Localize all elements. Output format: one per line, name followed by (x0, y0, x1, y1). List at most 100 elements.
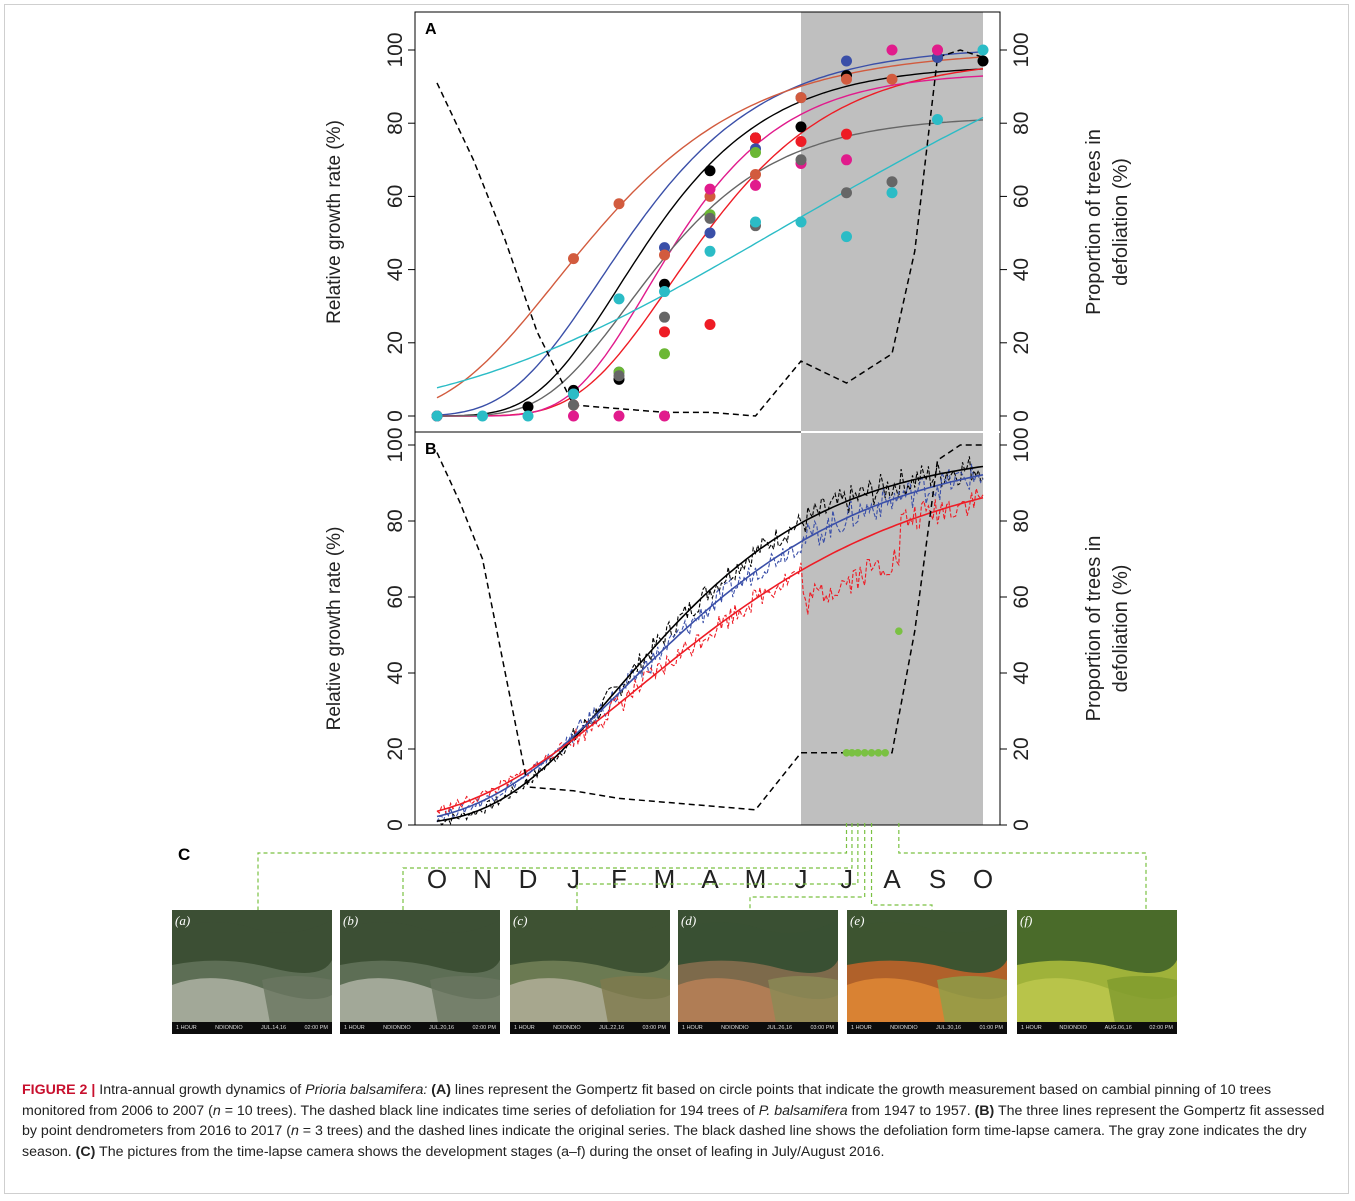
data-point (886, 176, 898, 188)
y-tick-label: 20 (384, 737, 407, 760)
photo-image (340, 910, 500, 1034)
photo-image (172, 910, 332, 1034)
caption-species-short: P. balsamifera (758, 1102, 848, 1119)
panel-label-a: A (425, 21, 437, 38)
data-point (568, 410, 579, 422)
caption-n1: n (212, 1102, 221, 1119)
y2-tick-label: 80 (1010, 509, 1033, 532)
y2-tick-label: 40 (1010, 258, 1033, 281)
photo-connector (257, 823, 848, 910)
photo-label: (a) (175, 913, 191, 928)
fit-line-2 (436, 496, 984, 813)
camera-point (881, 749, 889, 757)
x-tick-label: J (840, 864, 853, 894)
x-tick-label: A (701, 864, 719, 894)
photo-time: 03:00 PM (810, 1025, 834, 1031)
y-tick-label: 60 (384, 185, 407, 208)
y2-axis-title-line2: defoliation (%) (1110, 565, 1132, 693)
y2-tick-label: 60 (1010, 185, 1033, 208)
photo-interval: 1 HOUR (682, 1025, 703, 1031)
photo-site: NDIONDIO (721, 1025, 749, 1031)
y-axis-title: Relative growth rate (%) (324, 120, 345, 324)
photo-label: (d) (681, 913, 697, 928)
x-tick-label: O (973, 864, 993, 894)
data-point (841, 128, 852, 140)
y2-tick-label: 40 (1010, 661, 1033, 684)
data-point (841, 154, 852, 166)
data-point (750, 168, 761, 180)
panel-label-c: C (178, 845, 190, 864)
data-point (750, 216, 761, 228)
fit-line-7 (436, 116, 984, 389)
camera-point (848, 749, 856, 757)
time-lapse-photo: 1 HOUR NDIONDIO AUG.06,16 02:00 PM (f) (1017, 910, 1177, 1034)
defoliation-line (436, 444, 983, 811)
panel-label-b: B (425, 441, 437, 458)
fit-line-0 (436, 465, 984, 822)
x-tick-label: S (929, 864, 946, 894)
photo-site: NDIONDIO (553, 1025, 581, 1031)
photo-connector (870, 823, 933, 910)
data-point (886, 187, 898, 199)
caption-a-tag: (A) (427, 1082, 451, 1098)
camera-point (860, 749, 869, 757)
data-point (659, 286, 670, 298)
photo-image (847, 910, 1007, 1034)
caption-text-5: The three lines represent the Gompertz f… (22, 1102, 1325, 1140)
data-point (613, 370, 625, 382)
y2-tick-label: 20 (1010, 737, 1033, 760)
caption-text-4: from 1947 to 1957. (847, 1102, 971, 1119)
x-tick-label: J (795, 864, 808, 894)
figure-svg: A 0 0 20 20 40 40 60 60 80 80 100 100 Relative growth… (178, 11, 1147, 910)
caption-figure-label: FIGURE 2 | (22, 1082, 96, 1098)
x-tick-label: A (883, 864, 901, 894)
dry-season-zone (801, 432, 983, 825)
data-point (704, 212, 716, 224)
camera-point (854, 749, 862, 757)
fit-line-1 (436, 474, 984, 818)
caption-text-7: The pictures from the time-lapse camera … (95, 1143, 885, 1160)
photo-date: JUL.30,16 (936, 1025, 962, 1031)
photo-date: JUL.20,16 (429, 1025, 455, 1031)
y2-tick-label: 20 (1010, 331, 1033, 354)
data-point (704, 183, 716, 195)
photo-site: NDIONDIO (890, 1025, 918, 1031)
time-lapse-photo: 1 HOUR NDIONDIO JUL.20,16 02:00 PM (b) (340, 910, 500, 1034)
data-point (659, 410, 670, 422)
data-point (977, 44, 989, 56)
data-point (795, 92, 807, 104)
data-point (522, 401, 534, 413)
data-point (841, 55, 852, 67)
photo-date: JUL.22,16 (599, 1025, 625, 1031)
data-point (750, 179, 761, 191)
photo-interval: 1 HOUR (514, 1025, 535, 1031)
caption-text-1: Intra-annual growth dynamics of (95, 1082, 306, 1098)
caption-species: Prioria balsamifera: (305, 1082, 428, 1098)
y2-tick-label: 0 (1010, 410, 1033, 422)
data-point (477, 410, 488, 422)
photo-info-bar: 1 HOUR NDIONDIO AUG.06,16 02:00 PM (1017, 1022, 1177, 1034)
x-tick-label: M (745, 864, 767, 894)
caption-n2: n (290, 1123, 299, 1139)
photo-time: 02:00 PM (1149, 1025, 1173, 1031)
photo-time: 01:00 PM (979, 1025, 1003, 1031)
y-tick-label: 80 (384, 509, 407, 532)
data-point (613, 293, 625, 305)
time-lapse-photo: 1 HOUR NDIONDIO JUL.22,16 03:00 PM (c) (510, 910, 670, 1034)
photo-time: 02:00 PM (304, 1025, 328, 1031)
photo-info-bar: 1 HOUR NDIONDIO JUL.14,16 02:00 PM (172, 1022, 332, 1034)
data-point (522, 410, 534, 422)
x-tick-label: F (611, 864, 627, 894)
caption-text-2: lines represent the Gompertz fit based o… (22, 1082, 1272, 1119)
data-point (704, 319, 716, 330)
photo-info-bar: 1 HOUR NDIONDIO JUL.22,16 03:00 PM (510, 1022, 670, 1034)
defoliation-line (436, 49, 984, 417)
photo-image (510, 910, 670, 1034)
camera-point (842, 749, 851, 757)
photo-label: (f) (1020, 913, 1033, 928)
data-point (886, 44, 898, 56)
photo-connector (749, 823, 866, 910)
caption-text-3: = 10 trees). The dashed black line indic… (220, 1102, 759, 1119)
y-tick-label: 40 (384, 258, 407, 281)
photo-info-bar: 1 HOUR NDIONDIO JUL.26,16 03:00 PM (678, 1022, 838, 1034)
